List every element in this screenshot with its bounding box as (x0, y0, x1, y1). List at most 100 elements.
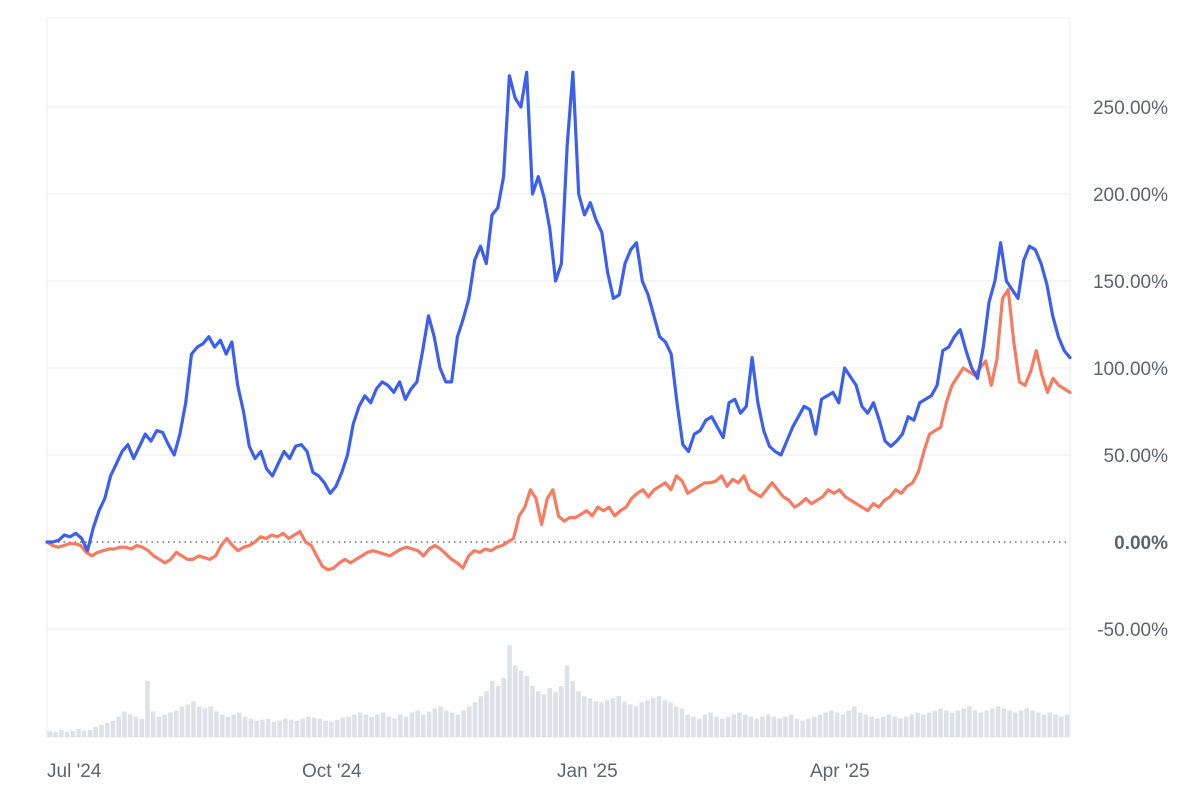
volume-bar (518, 670, 524, 737)
x-axis-tick-labels: Jul '24 Oct '24 Jan '25 Apr '25 (47, 761, 870, 782)
volume-bar (1036, 712, 1041, 737)
volume-bar (185, 704, 190, 737)
volume-bar (524, 675, 530, 737)
volume-bar (386, 716, 392, 737)
volume-bar (863, 714, 869, 737)
y-axis-tick-labels: 250.00% 200.00% 150.00% 100.00% 50.00% 0.00% -… (1093, 98, 1168, 641)
volume-bar (967, 706, 972, 737)
volume-bar (1030, 710, 1035, 737)
x-tick-label: Jul '24 (47, 761, 102, 782)
volume-bar (173, 710, 179, 737)
volume-bar (265, 718, 271, 737)
volume-bar (248, 718, 254, 737)
x-tick-label: Oct '24 (302, 761, 362, 782)
volume-bar (380, 712, 386, 737)
volume-bar (581, 696, 587, 737)
volume-bar (110, 720, 116, 737)
volume-bar (145, 680, 150, 737)
volume-bar (461, 710, 466, 737)
volume-bar (1024, 708, 1030, 737)
volume-bar (271, 721, 277, 737)
volume-bar (156, 716, 162, 737)
volume-bar (639, 702, 645, 737)
volume-bar (179, 706, 185, 737)
volume-bar (162, 714, 167, 737)
volume-bar (426, 711, 432, 737)
volume-bar (369, 716, 374, 737)
volume-bar (892, 716, 897, 737)
volume-bar (875, 718, 880, 737)
volume-bar (788, 714, 794, 737)
volume-bar (972, 710, 978, 737)
volume-bar (944, 710, 949, 737)
volume-bar (415, 710, 420, 737)
volume-bar (87, 729, 93, 737)
volume-bar (478, 696, 484, 737)
volume-bar (449, 712, 455, 737)
volume-bar (495, 686, 501, 737)
volume-bar (673, 706, 679, 737)
volume-bar (840, 714, 846, 737)
volume-bar (99, 724, 104, 737)
price-series (45, 70, 1072, 572)
volume-bar (817, 714, 823, 737)
volume-bar (679, 708, 685, 737)
volume-bar (421, 714, 426, 737)
volume-bar (139, 718, 145, 737)
volume-bar (978, 712, 984, 737)
volume-bar (777, 718, 782, 737)
volume-bar (696, 718, 702, 737)
volume-bar (104, 722, 110, 737)
volume-bar (903, 716, 909, 737)
volume-bar (765, 714, 771, 737)
volume-bar (823, 712, 828, 737)
volume-bar (1064, 714, 1070, 737)
volume-bar (231, 714, 236, 737)
volume-bar (536, 691, 541, 737)
volume-bar (306, 716, 311, 737)
volume-bar (53, 731, 58, 737)
volume-bar (58, 729, 64, 737)
series-line-primary (45, 70, 1072, 553)
volume-bar (949, 712, 955, 737)
volume-bar (645, 700, 650, 737)
volume-bar (81, 730, 87, 737)
volume-bar (622, 701, 627, 737)
volume-bar (127, 714, 133, 737)
volume-bar (570, 680, 576, 737)
volume-bar (961, 708, 966, 737)
volume-bar (760, 716, 765, 737)
volume-bar (70, 730, 76, 737)
x-tick-label: Apr '25 (810, 761, 870, 782)
volume-bar (311, 717, 317, 737)
volume-bar (214, 711, 219, 737)
volume-bar (559, 686, 564, 737)
volume-bar (168, 712, 173, 737)
volume-bar (553, 692, 558, 737)
volume-bar (507, 645, 512, 737)
volume-bar (530, 686, 535, 737)
volume-bar (938, 708, 943, 737)
volume-bar (650, 698, 656, 737)
volume-bar (150, 711, 156, 737)
volume-bar (926, 712, 932, 737)
volume-bar (662, 700, 667, 737)
volume-bar (719, 718, 725, 737)
volume-bar (329, 721, 334, 737)
y-tick-label: 250.00% (1093, 98, 1168, 119)
volume-bar (398, 714, 403, 737)
volume-bar (438, 706, 443, 737)
volume-bar (737, 712, 742, 737)
volume-bar (455, 714, 461, 737)
volume-bar (656, 696, 662, 737)
volume-bar (1013, 712, 1018, 737)
volume-bar (731, 714, 736, 737)
volume-bar (225, 716, 231, 737)
volume-bars (47, 645, 1070, 737)
volume-bar (202, 708, 208, 737)
volume-bar (1053, 714, 1058, 737)
volume-bar (685, 714, 690, 737)
volume-bar (990, 708, 995, 737)
volume-bar (811, 716, 817, 737)
volume-bar (472, 702, 478, 737)
